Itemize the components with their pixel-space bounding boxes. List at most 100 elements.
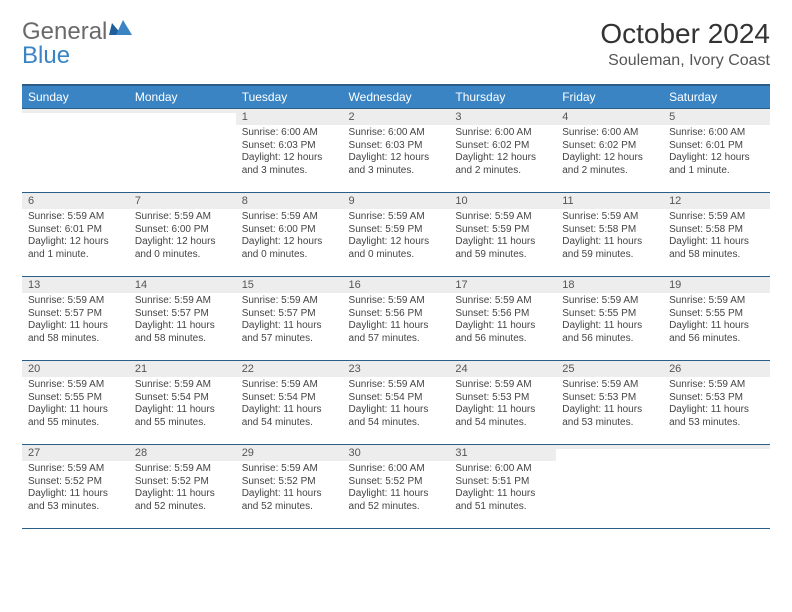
daylight-line: Daylight: 11 hours and 52 minutes. [135,488,230,513]
sunset-line: Sunset: 5:56 PM [455,308,550,321]
day-info: Sunrise: 6:00 AMSunset: 6:02 PMDaylight:… [449,125,556,181]
day-number: 25 [556,361,663,377]
calendar-day-cell: 9Sunrise: 5:59 AMSunset: 5:59 PMDaylight… [343,193,450,277]
daylight-line: Daylight: 11 hours and 52 minutes. [242,488,337,513]
sunrise-line: Sunrise: 5:59 AM [669,379,764,392]
day-number: 8 [236,193,343,209]
daylight-line: Daylight: 11 hours and 52 minutes. [349,488,444,513]
sunrise-line: Sunrise: 5:59 AM [562,211,657,224]
day-number: 15 [236,277,343,293]
sunrise-line: Sunrise: 6:00 AM [349,463,444,476]
day-number: 22 [236,361,343,377]
sunset-line: Sunset: 5:56 PM [349,308,444,321]
calendar-day-cell: 16Sunrise: 5:59 AMSunset: 5:56 PMDayligh… [343,277,450,361]
daylight-line: Daylight: 12 hours and 2 minutes. [562,152,657,177]
dow-saturday: Saturday [663,85,770,109]
sunrise-line: Sunrise: 6:00 AM [455,463,550,476]
daylight-line: Daylight: 11 hours and 54 minutes. [349,404,444,429]
sunrise-line: Sunrise: 5:59 AM [135,463,230,476]
day-info: Sunrise: 5:59 AMSunset: 5:57 PMDaylight:… [22,293,129,349]
daylight-line: Daylight: 11 hours and 51 minutes. [455,488,550,513]
day-number: 26 [663,361,770,377]
dow-monday: Monday [129,85,236,109]
sunrise-line: Sunrise: 5:59 AM [455,379,550,392]
day-number: 6 [22,193,129,209]
day-number [129,109,236,113]
sunset-line: Sunset: 5:54 PM [349,392,444,405]
sunset-line: Sunset: 6:01 PM [669,140,764,153]
day-info: Sunrise: 6:00 AMSunset: 6:01 PMDaylight:… [663,125,770,181]
calendar-day-cell [663,445,770,529]
header: General October 2024 Souleman, Ivory Coa… [22,18,770,70]
day-number: 11 [556,193,663,209]
calendar-week-row: 1Sunrise: 6:00 AMSunset: 6:03 PMDaylight… [22,109,770,193]
daylight-line: Daylight: 12 hours and 0 minutes. [242,236,337,261]
calendar-day-cell: 1Sunrise: 6:00 AMSunset: 6:03 PMDaylight… [236,109,343,193]
sunset-line: Sunset: 5:54 PM [242,392,337,405]
day-number [22,109,129,113]
daylight-line: Daylight: 11 hours and 59 minutes. [455,236,550,261]
calendar-day-cell: 28Sunrise: 5:59 AMSunset: 5:52 PMDayligh… [129,445,236,529]
day-number: 21 [129,361,236,377]
day-number: 27 [22,445,129,461]
sunrise-line: Sunrise: 5:59 AM [349,295,444,308]
daylight-line: Daylight: 12 hours and 1 minute. [669,152,764,177]
daylight-line: Daylight: 11 hours and 58 minutes. [28,320,123,345]
sunrise-line: Sunrise: 5:59 AM [455,295,550,308]
sunrise-line: Sunrise: 5:59 AM [669,295,764,308]
day-info: Sunrise: 5:59 AMSunset: 5:55 PMDaylight:… [663,293,770,349]
sunset-line: Sunset: 5:52 PM [349,476,444,489]
calendar-day-cell [129,109,236,193]
location-subtitle: Souleman, Ivory Coast [600,52,770,70]
dow-friday: Friday [556,85,663,109]
calendar-week-row: 6Sunrise: 5:59 AMSunset: 6:01 PMDaylight… [22,193,770,277]
sunrise-line: Sunrise: 5:59 AM [349,211,444,224]
day-number: 18 [556,277,663,293]
sunrise-line: Sunrise: 6:00 AM [562,127,657,140]
logo-mark-icon [109,17,133,46]
daylight-line: Daylight: 11 hours and 56 minutes. [455,320,550,345]
day-info: Sunrise: 5:59 AMSunset: 5:56 PMDaylight:… [343,293,450,349]
day-number: 24 [449,361,556,377]
sunrise-line: Sunrise: 5:59 AM [242,463,337,476]
daylight-line: Daylight: 11 hours and 57 minutes. [349,320,444,345]
calendar-day-cell: 6Sunrise: 5:59 AMSunset: 6:01 PMDaylight… [22,193,129,277]
sunset-line: Sunset: 5:53 PM [455,392,550,405]
day-info: Sunrise: 5:59 AMSunset: 5:53 PMDaylight:… [663,377,770,433]
day-info: Sunrise: 6:00 AMSunset: 6:03 PMDaylight:… [343,125,450,181]
sunrise-line: Sunrise: 5:59 AM [242,379,337,392]
calendar-week-row: 13Sunrise: 5:59 AMSunset: 5:57 PMDayligh… [22,277,770,361]
calendar-day-cell: 20Sunrise: 5:59 AMSunset: 5:55 PMDayligh… [22,361,129,445]
calendar-day-cell: 26Sunrise: 5:59 AMSunset: 5:53 PMDayligh… [663,361,770,445]
day-info: Sunrise: 5:59 AMSunset: 5:57 PMDaylight:… [236,293,343,349]
sunset-line: Sunset: 6:02 PM [455,140,550,153]
day-number: 14 [129,277,236,293]
title-block: October 2024 Souleman, Ivory Coast [600,18,770,70]
day-info: Sunrise: 6:00 AMSunset: 6:03 PMDaylight:… [236,125,343,181]
sunrise-line: Sunrise: 5:59 AM [242,295,337,308]
calendar-day-cell: 31Sunrise: 6:00 AMSunset: 5:51 PMDayligh… [449,445,556,529]
day-number: 19 [663,277,770,293]
calendar-day-cell: 14Sunrise: 5:59 AMSunset: 5:57 PMDayligh… [129,277,236,361]
sunset-line: Sunset: 5:52 PM [135,476,230,489]
daylight-line: Daylight: 11 hours and 53 minutes. [669,404,764,429]
calendar-day-cell: 19Sunrise: 5:59 AMSunset: 5:55 PMDayligh… [663,277,770,361]
day-info: Sunrise: 5:59 AMSunset: 5:55 PMDaylight:… [556,293,663,349]
daylight-line: Daylight: 12 hours and 1 minute. [28,236,123,261]
daylight-line: Daylight: 11 hours and 53 minutes. [28,488,123,513]
day-info: Sunrise: 5:59 AMSunset: 5:53 PMDaylight:… [556,377,663,433]
day-info: Sunrise: 5:59 AMSunset: 5:58 PMDaylight:… [663,209,770,265]
calendar-day-cell: 29Sunrise: 5:59 AMSunset: 5:52 PMDayligh… [236,445,343,529]
day-number: 23 [343,361,450,377]
day-info: Sunrise: 5:59 AMSunset: 6:00 PMDaylight:… [129,209,236,265]
sunrise-line: Sunrise: 5:59 AM [349,379,444,392]
day-number: 10 [449,193,556,209]
day-number: 9 [343,193,450,209]
daylight-line: Daylight: 12 hours and 0 minutes. [349,236,444,261]
calendar-day-cell: 24Sunrise: 5:59 AMSunset: 5:53 PMDayligh… [449,361,556,445]
sunrise-line: Sunrise: 6:00 AM [242,127,337,140]
daylight-line: Daylight: 11 hours and 55 minutes. [28,404,123,429]
sunrise-line: Sunrise: 6:00 AM [349,127,444,140]
calendar-day-cell: 15Sunrise: 5:59 AMSunset: 5:57 PMDayligh… [236,277,343,361]
daylight-line: Daylight: 11 hours and 55 minutes. [135,404,230,429]
